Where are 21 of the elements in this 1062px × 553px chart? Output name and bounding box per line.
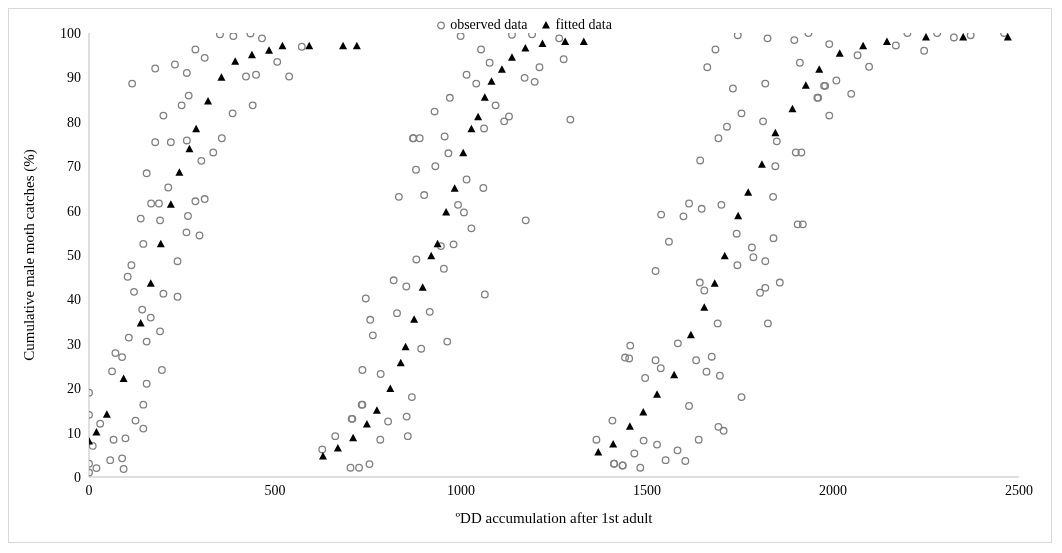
y-tick-label: 60 (67, 203, 81, 219)
x-tick-label: 1500 (633, 482, 661, 498)
legend-label: observed data (449, 17, 528, 33)
x-tick-label: 1000 (447, 482, 475, 498)
legend-label: fitted data (554, 17, 612, 33)
y-tick-label: 90 (67, 70, 81, 86)
x-axis-title: ºDD accumulation after 1st adult (455, 510, 654, 526)
y-tick-label: 0 (74, 469, 81, 485)
y-tick-label: 80 (67, 114, 81, 130)
x-tick-label: 0 (85, 482, 93, 498)
y-tick-label: 50 (67, 247, 81, 263)
x-tick-label: 2000 (819, 482, 847, 498)
x-tick-label: 2500 (1005, 482, 1033, 498)
y-tick-label: 40 (67, 292, 81, 308)
x-tick-label: 500 (264, 482, 286, 498)
y-axis-title: Cumulative male moth catches (%) (21, 149, 39, 361)
y-tick-label: 30 (67, 336, 81, 352)
y-tick-label: 10 (67, 425, 81, 441)
y-tick-label: 100 (60, 25, 81, 41)
y-tick-label: 70 (67, 159, 81, 175)
y-tick-label: 20 (67, 381, 81, 397)
